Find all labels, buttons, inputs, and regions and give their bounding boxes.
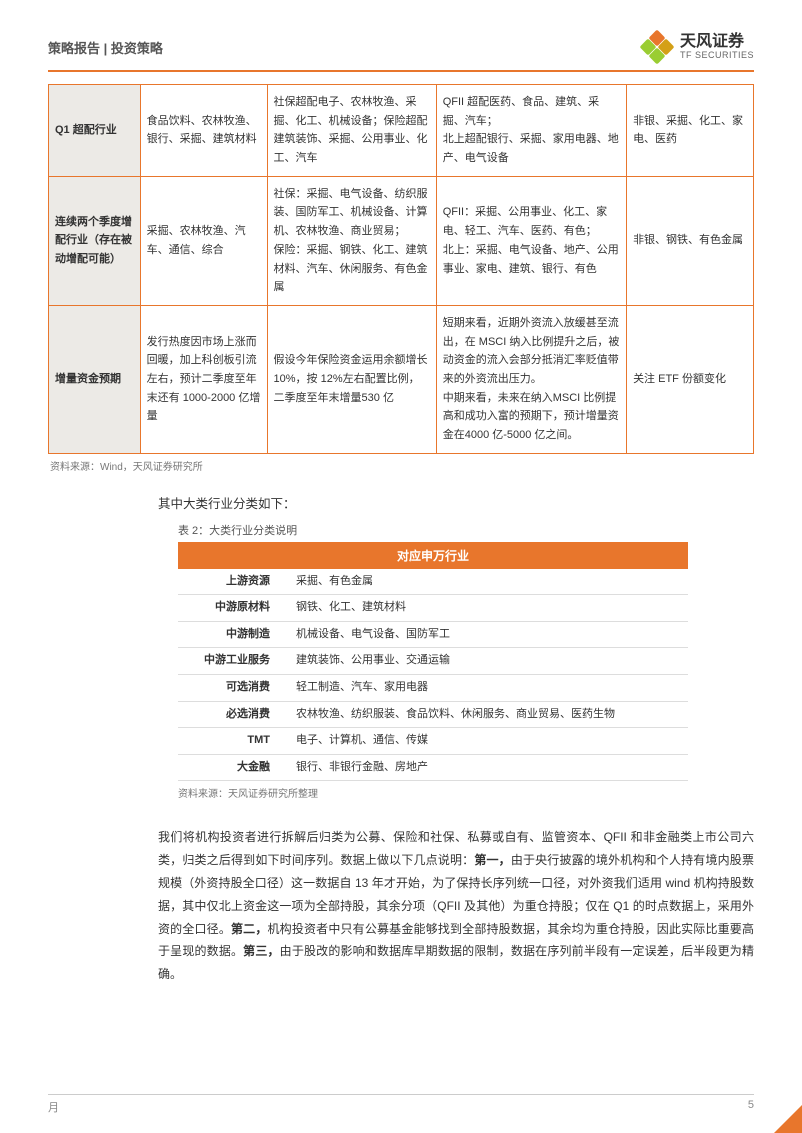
table-row: Q1 超配行业食品饮料、农林牧渔、银行、采掘、建筑材料社保超配电子、农林牧渔、采… — [49, 85, 754, 177]
table-row: 上游资源采掘、有色金属 — [178, 569, 688, 595]
table-cell: 非银、钢铁、有色金属 — [627, 176, 754, 305]
row-header-cell: 增量资金预期 — [49, 305, 141, 453]
table-cell: 关注 ETF 份额变化 — [627, 305, 754, 453]
page-footer: 月 5 — [48, 1094, 754, 1115]
para-b1: 第一， — [474, 853, 511, 867]
table-row: 大金融银行、非银行金融、房地产 — [178, 754, 688, 781]
category-desc-cell: 建筑装饰、公用事业、交通运输 — [288, 648, 688, 675]
footer-left: 月 — [48, 1099, 59, 1115]
category-desc-cell: 钢铁、化工、建筑材料 — [288, 595, 688, 622]
table1-source: 资料来源：Wind，天风证券研究所 — [48, 458, 754, 473]
category-name-cell: 中游工业服务 — [178, 648, 288, 675]
page-header: 策略报告 | 投资策略 天风证券 TF SECURITIES — [48, 30, 754, 72]
table2-source: 资料来源：天风证券研究所整理 — [178, 785, 754, 800]
table-row: 可选消费轻工制造、汽车、家用电器 — [178, 675, 688, 702]
para-b3: 第三， — [243, 944, 280, 958]
category-name-cell: TMT — [178, 728, 288, 755]
category-desc-cell: 电子、计算机、通信、传媒 — [288, 728, 688, 755]
table-cell: 采掘、农林牧渔、汽车、通信、综合 — [140, 176, 267, 305]
allocation-table: Q1 超配行业食品饮料、农林牧渔、银行、采掘、建筑材料社保超配电子、农林牧渔、采… — [48, 84, 754, 454]
table-cell: QFII：采掘、公用事业、化工、家电、轻工、汽车、医药、有色； 北上：采掘、电气… — [436, 176, 626, 305]
body-paragraph: 我们将机构投资者进行拆解后归类为公募、保险和社保、私募或自有、监管资本、QFII… — [158, 826, 754, 986]
table-row: TMT电子、计算机、通信、传媒 — [178, 728, 688, 755]
header-title: 策略报告 | 投资策略 — [48, 38, 163, 57]
company-logo: 天风证券 TF SECURITIES — [640, 30, 754, 64]
table-row: 中游制造机械设备、电气设备、国防军工 — [178, 621, 688, 648]
table-cell: 非银、采掘、化工、家电、医药 — [627, 85, 754, 177]
table-row: 增量资金预期发行热度因市场上涨而回暖，加上科创板引流左右，预计二季度至年末还有 … — [49, 305, 754, 453]
corner-triangle-icon — [774, 1105, 802, 1133]
table-cell: 假设今年保险资金运用余额增长 10%，按 12%左右配置比例，二季度至年末增量5… — [267, 305, 436, 453]
category-desc-cell: 农林牧渔、纺织服装、食品饮料、休闲服务、商业贸易、医药生物 — [288, 701, 688, 728]
logo-icon — [640, 30, 674, 64]
category-table: 对应申万行业 上游资源采掘、有色金属中游原材料钢铁、化工、建筑材料中游制造机械设… — [178, 542, 688, 782]
category-name-cell: 必选消费 — [178, 701, 288, 728]
table-cell: 社保超配电子、农林牧渔、采掘、化工、机械设备；保险超配建筑装饰、采掘、公用事业、… — [267, 85, 436, 177]
section-intro-text: 其中大类行业分类如下： — [158, 493, 754, 512]
category-name-cell: 中游制造 — [178, 621, 288, 648]
category-desc-cell: 采掘、有色金属 — [288, 569, 688, 595]
category-desc-cell: 机械设备、电气设备、国防军工 — [288, 621, 688, 648]
logo-cn-text: 天风证券 — [680, 33, 754, 51]
category-name-cell: 上游资源 — [178, 569, 288, 595]
category-desc-cell: 轻工制造、汽车、家用电器 — [288, 675, 688, 702]
table-cell: QFII 超配医药、食品、建筑、采掘、汽车； 北上超配银行、采掘、家用电器、地产… — [436, 85, 626, 177]
row-header-cell: 连续两个季度增配行业（存在被动增配可能） — [49, 176, 141, 305]
table-row: 连续两个季度增配行业（存在被动增配可能）采掘、农林牧渔、汽车、通信、综合社保：采… — [49, 176, 754, 305]
table-row: 中游工业服务建筑装饰、公用事业、交通运输 — [178, 648, 688, 675]
category-name-cell: 大金融 — [178, 754, 288, 781]
table2-header: 对应申万行业 — [178, 542, 688, 569]
category-desc-cell: 银行、非银行金融、房地产 — [288, 754, 688, 781]
category-name-cell: 中游原材料 — [178, 595, 288, 622]
table-row: 必选消费农林牧渔、纺织服装、食品饮料、休闲服务、商业贸易、医药生物 — [178, 701, 688, 728]
table-row: 中游原材料钢铁、化工、建筑材料 — [178, 595, 688, 622]
table-cell: 食品饮料、农林牧渔、银行、采掘、建筑材料 — [140, 85, 267, 177]
row-header-cell: Q1 超配行业 — [49, 85, 141, 177]
table2-caption: 表 2：大类行业分类说明 — [178, 522, 754, 538]
table-cell: 社保：采掘、电气设备、纺织服装、国防军工、机械设备、计算机、农林牧渔、商业贸易；… — [267, 176, 436, 305]
logo-en-text: TF SECURITIES — [680, 51, 754, 61]
category-name-cell: 可选消费 — [178, 675, 288, 702]
page-number: 5 — [748, 1099, 754, 1115]
para-b2: 第二， — [231, 922, 268, 936]
table-cell: 发行热度因市场上涨而回暖，加上科创板引流左右，预计二季度至年末还有 1000-2… — [140, 305, 267, 453]
table-cell: 短期来看，近期外资流入放缓甚至流出，在 MSCI 纳入比例提升之后，被动资金的流… — [436, 305, 626, 453]
